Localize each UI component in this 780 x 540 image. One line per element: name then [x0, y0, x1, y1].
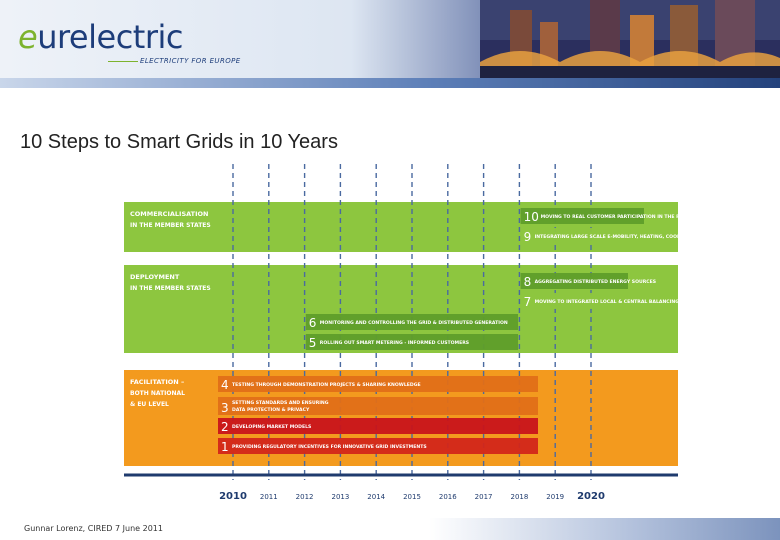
header-band	[0, 78, 780, 88]
roadmap-svg: 10 MOVING TO REAL CUSTOMER PARTICIPATION …	[108, 162, 734, 518]
step-label-1: PROVIDING REGULATORY INCENTIVES FOR INNO…	[232, 444, 427, 450]
step-label-4: TESTING THROUGH DEMONSTRATION PROJECTS &…	[232, 382, 421, 388]
step-number-4: 4	[221, 378, 229, 392]
step-bar-6	[305, 314, 518, 330]
step-bar-9	[520, 228, 644, 244]
year-label-2016: 2016	[439, 493, 457, 501]
step-bar-1	[218, 438, 538, 454]
year-label-2011: 2011	[260, 493, 278, 501]
step-bar-3	[218, 397, 538, 415]
phase-heading: FACILITATION –	[130, 378, 184, 386]
step-bar-4	[218, 376, 538, 392]
eurelectric-logo: eurelectric	[18, 18, 183, 56]
step-number-8: 8	[524, 275, 532, 289]
year-label-2020: 2020	[577, 491, 605, 502]
year-label-2018: 2018	[510, 493, 528, 501]
footer-bar: Gunnar Lorenz, CIRED 7 June 2011	[0, 518, 780, 540]
step-label-2: DEVELOPING MARKET MODELS	[232, 424, 311, 430]
year-label-2010: 2010	[219, 491, 247, 502]
year-label-2012: 2012	[296, 493, 314, 501]
year-label-2015: 2015	[403, 493, 421, 501]
step-number-6: 6	[309, 316, 317, 330]
phase-heading: DEPLOYMENT	[130, 273, 180, 281]
step-label-9: INTEGRATING LARGE SCALE E-MOBILITY, HEAT…	[535, 234, 678, 240]
footer-credit: Gunnar Lorenz, CIRED 7 June 2011	[24, 524, 163, 533]
year-label-2019: 2019	[546, 493, 564, 501]
step-number-5: 5	[309, 336, 317, 350]
phase-heading: COMMERCIALISATION	[130, 210, 208, 218]
step-number-10: 10	[524, 210, 539, 224]
tagline-rule	[108, 61, 138, 62]
step-number-1: 1	[221, 440, 229, 454]
step-label-5: ROLLING OUT SMART METERING - INFORMED CU…	[320, 340, 469, 346]
smart-grid-roadmap-diagram: 10 MOVING TO REAL CUSTOMER PARTICIPATION …	[108, 162, 734, 518]
phase-subheading: IN THE MEMBER STATES	[130, 222, 211, 229]
step-label-7: MOVING TO INTEGRATED LOCAL & CENTRAL BAL…	[535, 299, 678, 305]
step-number-7: 7	[524, 295, 532, 309]
step-bar-10	[520, 208, 644, 224]
year-label-2013: 2013	[331, 493, 349, 501]
phase-subheading: BOTH NATIONAL	[130, 390, 185, 397]
phase-subheading-2: & EU LEVEL	[130, 401, 169, 408]
step-label-3: SETTING STANDARDS AND ENSURING	[232, 400, 329, 406]
step-label-6: MONITORING AND CONTROLLING THE GRID & DI…	[320, 320, 508, 326]
step-number-9: 9	[524, 230, 532, 244]
step-bar-5	[305, 334, 518, 350]
step-label-8: AGGREGATING DISTRIBUTED ENERGY SOURCES	[535, 279, 656, 285]
step-number-3: 3	[221, 401, 229, 415]
logo-tagline: ELECTRICITY FOR EUROPE	[140, 57, 241, 65]
step-label-3-line2: DATA PROTECTION & PRIVACY	[232, 407, 310, 413]
city-skyline-image	[480, 0, 780, 88]
year-label-2017: 2017	[475, 493, 493, 501]
step-bar-8	[520, 273, 628, 289]
step-bar-7	[520, 293, 628, 309]
year-label-2014: 2014	[367, 493, 385, 501]
step-label-10: MOVING TO REAL CUSTOMER PARTICIPATION IN…	[541, 214, 678, 220]
header-banner: eurelectric ELECTRICITY FOR EUROPE	[0, 0, 780, 88]
phase-subheading: IN THE MEMBER STATES	[130, 285, 211, 292]
step-number-2: 2	[221, 420, 229, 434]
step-bar-2	[218, 418, 538, 434]
slide-title: 10 Steps to Smart Grids in 10 Years	[20, 131, 338, 153]
